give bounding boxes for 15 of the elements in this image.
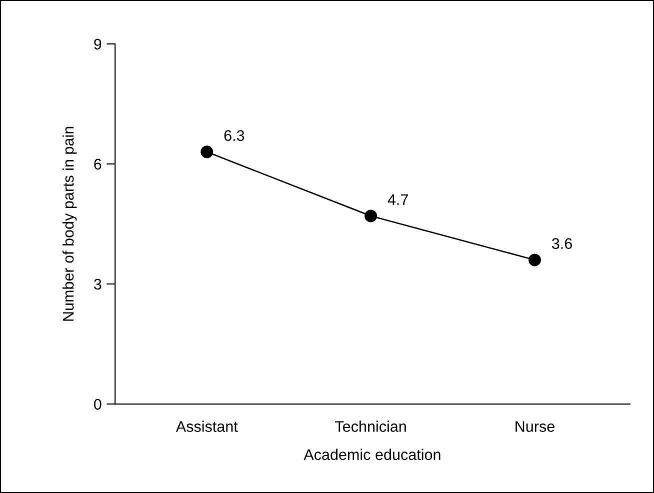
x-tick-label: Nurse bbox=[516, 421, 554, 432]
y-tick-label: 6 bbox=[94, 158, 102, 170]
y-axis-title: Number of body parts in pain bbox=[62, 126, 77, 321]
data-label: 6.3 bbox=[224, 130, 244, 141]
x-axis-title: Academic education bbox=[304, 448, 440, 460]
x-tick-label: Technician bbox=[335, 420, 406, 432]
point bbox=[200, 146, 214, 158]
y-tick-label: 0 bbox=[94, 398, 102, 410]
y-tick-label: 3 bbox=[94, 278, 102, 290]
y-tick-label: 9 bbox=[94, 38, 102, 50]
point bbox=[528, 254, 541, 266]
data-label: 4.7 bbox=[388, 194, 408, 205]
x-tick-label: Assistant bbox=[176, 420, 238, 432]
point bbox=[364, 210, 378, 222]
data-label: 3.6 bbox=[552, 238, 572, 249]
